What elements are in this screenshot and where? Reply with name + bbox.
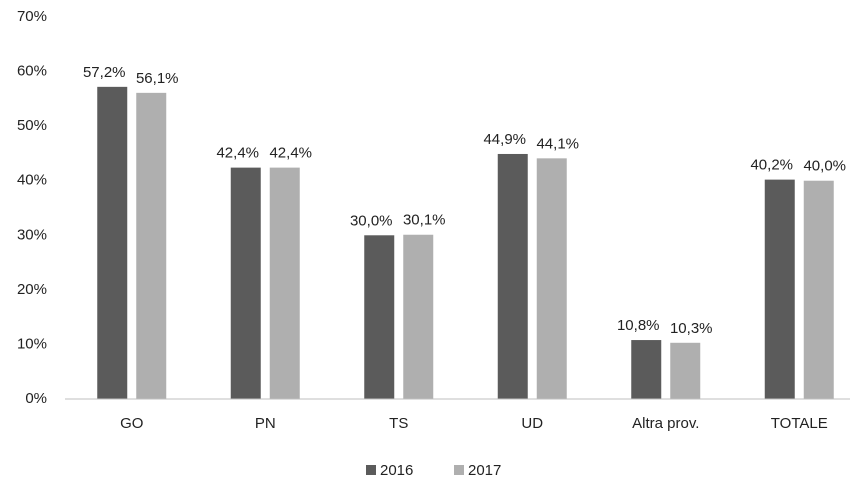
y-tick-label: 50%	[17, 117, 47, 134]
y-tick-label: 70%	[17, 8, 47, 25]
x-tick-label: GO	[120, 415, 143, 432]
value-label: 44,9%	[483, 131, 526, 148]
bar	[364, 235, 395, 399]
x-tick-label: UD	[521, 415, 543, 432]
x-tick-label: Altra prov.	[632, 415, 699, 432]
bar	[403, 234, 434, 399]
value-label: 57,2%	[83, 64, 126, 81]
y-tick-label: 30%	[17, 226, 47, 243]
y-tick-label: 20%	[17, 281, 47, 298]
bar	[97, 86, 128, 399]
y-tick-label: 60%	[17, 63, 47, 80]
value-label: 56,1%	[136, 70, 179, 87]
value-label: 40,0%	[803, 158, 846, 175]
legend-swatch	[366, 465, 376, 475]
y-tick-label: 40%	[17, 172, 47, 189]
bar	[230, 167, 261, 399]
bar	[497, 153, 528, 399]
value-label: 10,8%	[617, 317, 660, 334]
legend-label: 2016	[380, 462, 413, 479]
value-label: 40,2%	[750, 157, 793, 174]
x-tick-label: TOTALE	[771, 415, 828, 432]
value-label: 30,0%	[350, 212, 393, 229]
value-label: 42,4%	[269, 145, 312, 162]
bar	[136, 92, 167, 400]
bar	[764, 179, 795, 399]
value-label: 30,1%	[403, 212, 446, 229]
bar	[803, 180, 834, 399]
y-tick-label: 10%	[17, 335, 47, 352]
bar	[536, 158, 567, 399]
x-tick-label: TS	[389, 415, 408, 432]
value-label: 44,1%	[536, 135, 579, 152]
legend-label: 2017	[468, 462, 501, 479]
bar	[631, 340, 662, 399]
value-label: 10,3%	[670, 320, 713, 337]
x-tick-label: PN	[255, 415, 276, 432]
bar	[670, 342, 701, 399]
bar	[269, 167, 300, 399]
legend-swatch	[454, 465, 464, 475]
value-label: 42,4%	[216, 145, 259, 162]
y-tick-label: 0%	[25, 390, 47, 407]
